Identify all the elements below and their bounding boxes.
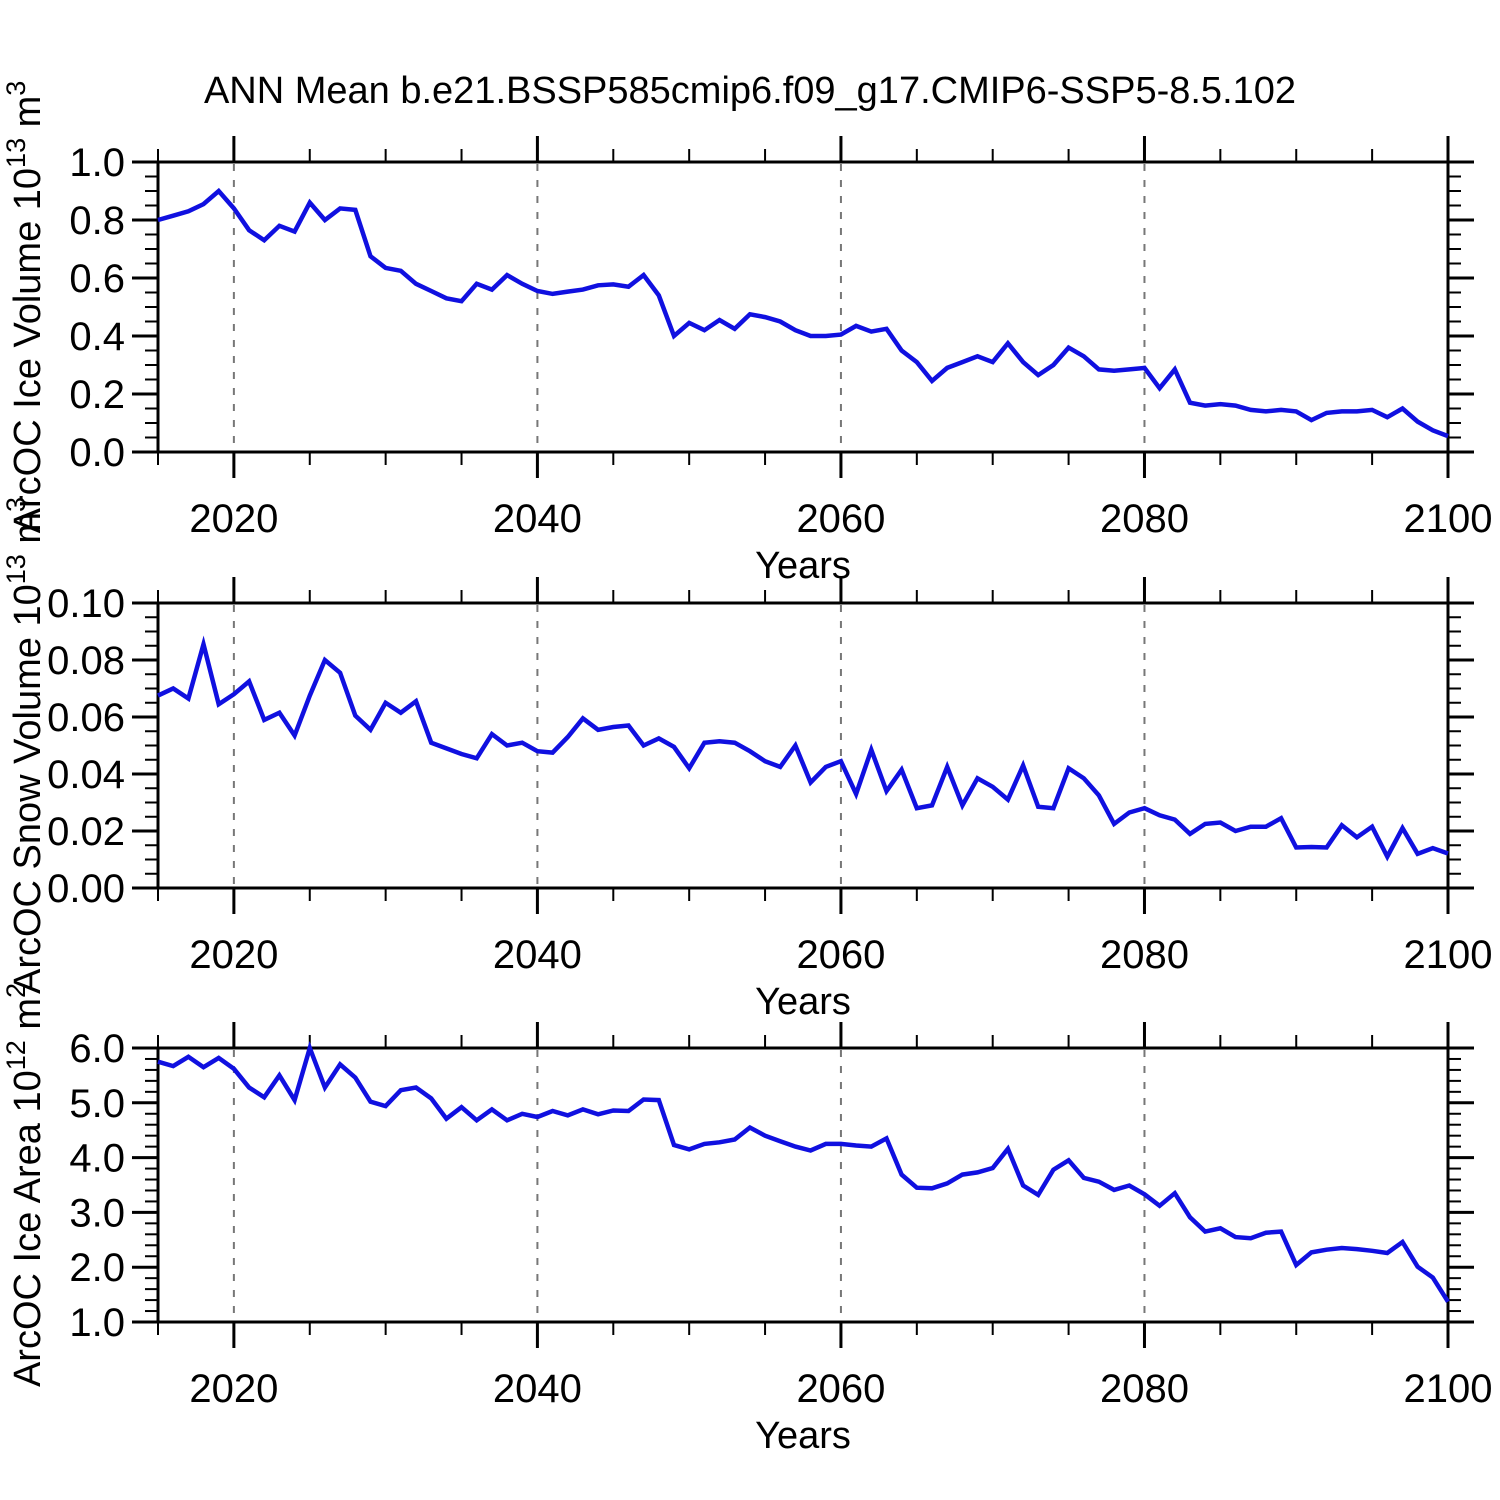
x-tick-label: 2020 [189,497,278,541]
x-axis-title-ice-volume: Years [755,545,851,587]
y-tick-label: 4.0 [69,1137,125,1181]
x-axis-title-ice-area: Years [755,1415,851,1457]
y-tick-label: 0.8 [69,199,125,243]
y-tick-label: 0.10 [47,582,125,626]
y-tick-label: 6.0 [69,1027,125,1071]
plot-frame [156,601,1450,890]
y-tick-label: 2.0 [69,1246,125,1290]
y-tick-label: 0.2 [69,373,125,417]
panels-group: 2020 2040 2060 2080 2100 Years 0.0 0.2 0.4 0.6 0.8… [1,81,1492,1457]
panel-snow-volume: 2020 2040 2060 2080 2100 Years 0.00 0.02 0.04 0.0… [1,497,1492,1023]
panel-ice-area: 2020 2040 2060 2080 2100 Years 1.0 2.0 3.0 4.0 5.0… [1,983,1492,1457]
axis-ticks [132,577,1474,914]
x-tick-label: 2060 [796,1367,885,1411]
x-tick-label: 2060 [796,497,885,541]
plot-frame [156,1046,1450,1324]
axis-ticks [132,136,1474,478]
plot-frame [156,160,1450,454]
series-line-snow-volume [157,635,1449,862]
x-tick-label: 2080 [1100,933,1189,977]
y-tick-label: 0.04 [47,753,125,797]
x-tick-label: 2040 [493,933,582,977]
x-tick-label: 2100 [1404,497,1493,541]
x-tick-label: 2020 [189,1367,278,1411]
x-tick-label: 2040 [493,1367,582,1411]
y-tick-label: 0.02 [47,810,125,854]
x-tick-label: 2020 [189,933,278,977]
y-tick-label: 0.08 [47,639,125,683]
y-tick-label: 0.00 [47,867,125,911]
y-tick-label: 5.0 [69,1082,125,1126]
x-tick-label: 2080 [1100,1367,1189,1411]
y-tick-label: 3.0 [69,1191,125,1235]
y-axis-title-ice-area: ArcOC Ice Area 1012 m2 [1,983,49,1387]
y-tick-label: 1.0 [69,141,125,185]
y-tick-label: 0.06 [47,696,125,740]
x-tick-label: 2040 [493,497,582,541]
y-axis-title-snow-volume: ArcOC Snow Volume 1013 m3 [1,497,49,994]
x-axis-title-snow-volume: Years [755,981,851,1023]
figure-title: ANN Mean b.e21.BSSP585cmip6.f09_g17.CMIP… [204,70,1296,112]
y-axis-title-ice-volume: ArcOC Ice Volume 1013 m3 [1,81,49,534]
y-tick-label: 1.0 [69,1301,125,1345]
y-tick-label: 0.4 [69,315,125,359]
x-tick-label: 2100 [1404,933,1493,977]
y-tick-label: 0.0 [69,431,125,475]
series-line-ice-area [157,1040,1450,1303]
y-tick-label: 0.6 [69,257,125,301]
series-line-ice-volume [157,187,1449,439]
axis-ticks [132,1022,1474,1348]
panel-ice-volume: 2020 2040 2060 2080 2100 Years 0.0 0.2 0.4 0.6 0.8… [1,81,1492,587]
x-tick-label: 2080 [1100,497,1189,541]
x-tick-label: 2060 [796,933,885,977]
x-tick-label: 2100 [1404,1367,1493,1411]
